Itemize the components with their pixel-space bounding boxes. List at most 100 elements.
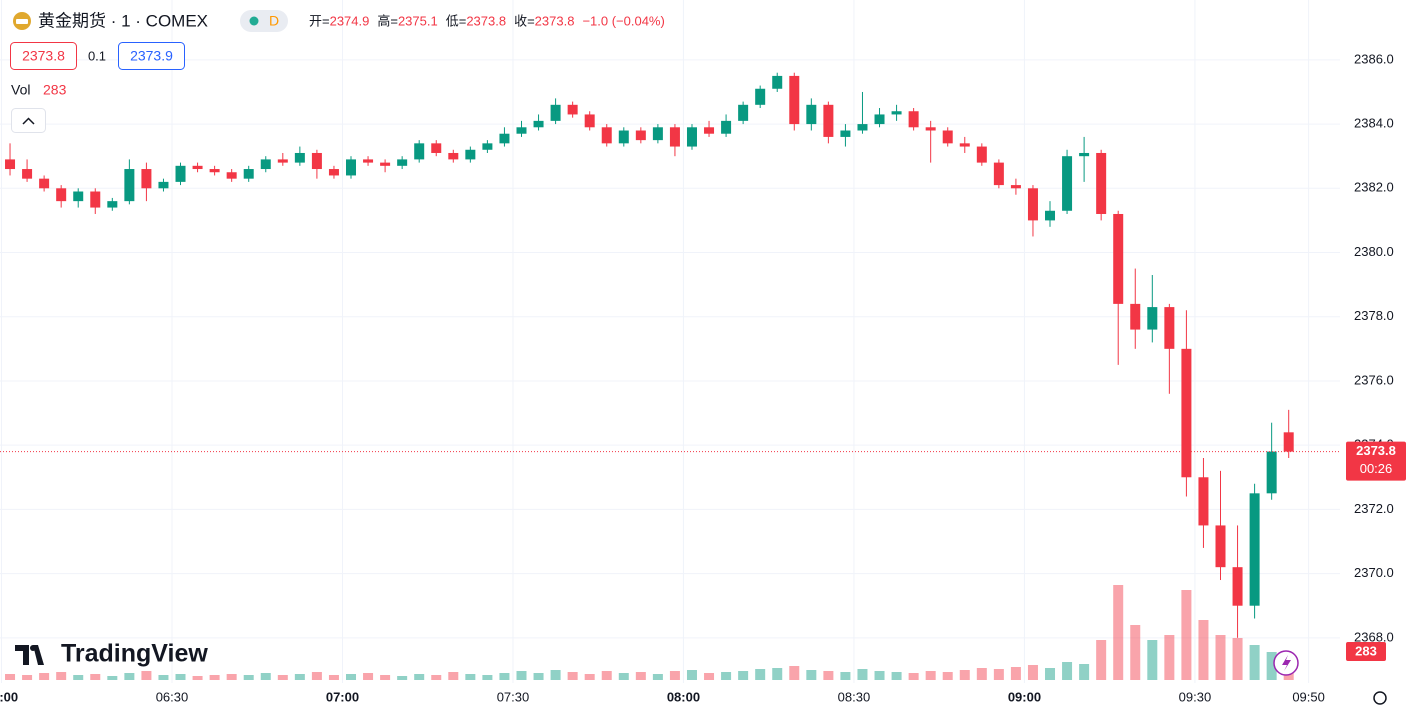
volume-bar bbox=[601, 671, 612, 680]
bid-box[interactable] bbox=[10, 42, 77, 70]
volume-bar bbox=[1215, 635, 1226, 680]
volume-bar bbox=[1079, 664, 1090, 680]
candle-body bbox=[1027, 188, 1038, 221]
candle-body bbox=[533, 120, 544, 128]
volume-bar bbox=[618, 673, 629, 680]
lightning-icon bbox=[1282, 655, 1291, 671]
candle-body bbox=[1010, 185, 1021, 189]
volume-bar bbox=[243, 675, 254, 680]
volume-bar bbox=[1147, 640, 1158, 680]
status-dot bbox=[249, 16, 259, 26]
candle-body bbox=[789, 75, 800, 125]
candle-body bbox=[1130, 303, 1141, 330]
candle-body bbox=[346, 159, 357, 176]
candle-body bbox=[1164, 307, 1175, 349]
volume-bar bbox=[584, 674, 595, 680]
candle-body bbox=[90, 191, 101, 208]
candle-body bbox=[721, 120, 732, 134]
volume-bar bbox=[124, 673, 135, 680]
candle-body bbox=[482, 143, 493, 150]
volume-bar bbox=[107, 676, 118, 680]
settings-button[interactable] bbox=[1373, 691, 1387, 705]
volume-bar bbox=[686, 670, 697, 680]
volume-bar bbox=[721, 672, 732, 680]
volume-bar bbox=[925, 671, 936, 680]
candle-body bbox=[516, 127, 527, 134]
volume-bar bbox=[789, 666, 800, 680]
volume-bar bbox=[704, 673, 715, 680]
volume-bar bbox=[669, 671, 680, 680]
volume-bar bbox=[499, 673, 510, 680]
volume-bar bbox=[465, 674, 476, 680]
interval[interactable]: D bbox=[269, 13, 279, 29]
volume-bar bbox=[1045, 668, 1056, 680]
volume-bar bbox=[1181, 590, 1192, 680]
volume-bar bbox=[363, 673, 374, 680]
candle-body bbox=[363, 159, 374, 163]
volume-bar bbox=[346, 674, 357, 680]
candle-body bbox=[1147, 307, 1158, 330]
ask[interactable]: 2373.9 bbox=[130, 48, 173, 64]
ohlc-value: 2373.8 bbox=[535, 13, 575, 28]
ask-box[interactable] bbox=[118, 42, 185, 70]
volume-bar bbox=[1198, 620, 1209, 680]
volume-bar bbox=[567, 672, 578, 680]
candle-body bbox=[73, 191, 84, 202]
axes: 2368.02370.02372.02374.02376.02378.02380… bbox=[0, 51, 1406, 704]
price-axis bbox=[1340, 0, 1411, 683]
candle-body bbox=[908, 111, 919, 128]
bid[interactable]: 2373.8 bbox=[22, 48, 65, 64]
volume-bar bbox=[39, 673, 50, 680]
volume-bar bbox=[1130, 625, 1141, 680]
volume-bar bbox=[959, 670, 970, 680]
candle-body bbox=[1266, 451, 1277, 494]
logo-icon bbox=[15, 645, 44, 665]
ohlc-value: 2374.9 bbox=[330, 13, 370, 28]
candle-body bbox=[1249, 493, 1260, 606]
ohlc-legend: 开= 2374.9 高= 2375.1 低= 2373.8 收= 2373.8 −1.0 (−0… bbox=[309, 13, 665, 28]
ohlc-label: 开= bbox=[309, 13, 330, 28]
volume-bar bbox=[192, 676, 203, 680]
chevron-icon bbox=[22, 117, 35, 125]
y-tick-label: 2380.0 bbox=[1354, 244, 1394, 259]
last-volume-label: 283 bbox=[1355, 643, 1377, 658]
y-tick-label: 2376.0 bbox=[1354, 372, 1394, 387]
candle-body bbox=[448, 152, 459, 160]
volume-bar bbox=[874, 671, 885, 680]
interval-pill[interactable] bbox=[240, 10, 288, 32]
volume-bar bbox=[226, 674, 237, 680]
candle-body bbox=[22, 169, 33, 179]
collapse-button[interactable] bbox=[11, 108, 46, 133]
candle-body bbox=[635, 130, 646, 141]
candle-body bbox=[1096, 152, 1107, 214]
candle-body bbox=[704, 127, 715, 134]
y-tick-label: 2378.0 bbox=[1354, 308, 1394, 323]
volume-bar bbox=[1249, 645, 1260, 680]
candle-body bbox=[192, 165, 203, 170]
volume-pane bbox=[5, 585, 1294, 680]
candle-body bbox=[772, 75, 783, 89]
candle-body bbox=[1198, 477, 1209, 526]
volume-bar bbox=[635, 672, 646, 680]
candle-body bbox=[1283, 432, 1294, 452]
volume-bar bbox=[823, 671, 834, 680]
last-volume-box bbox=[1346, 642, 1386, 661]
candle-body bbox=[1079, 152, 1090, 157]
candle-body bbox=[891, 111, 902, 115]
time-axis bbox=[0, 683, 1411, 713]
volume-bar bbox=[533, 673, 544, 680]
volume-bar bbox=[1266, 652, 1277, 680]
volume-bar bbox=[22, 675, 33, 680]
candle-body bbox=[226, 172, 237, 179]
volume-bar bbox=[738, 671, 749, 680]
y-tick-label: 2382.0 bbox=[1354, 180, 1394, 195]
volume-bar bbox=[175, 674, 186, 680]
symbol[interactable]: 黄金期货 · 1 · COMEX bbox=[38, 11, 208, 30]
candle-body bbox=[925, 127, 936, 131]
volume-bar bbox=[993, 669, 1004, 680]
plot bbox=[0, 72, 1340, 638]
ohlc-value: 2373.8 bbox=[466, 13, 506, 28]
volume-bar bbox=[90, 674, 101, 680]
